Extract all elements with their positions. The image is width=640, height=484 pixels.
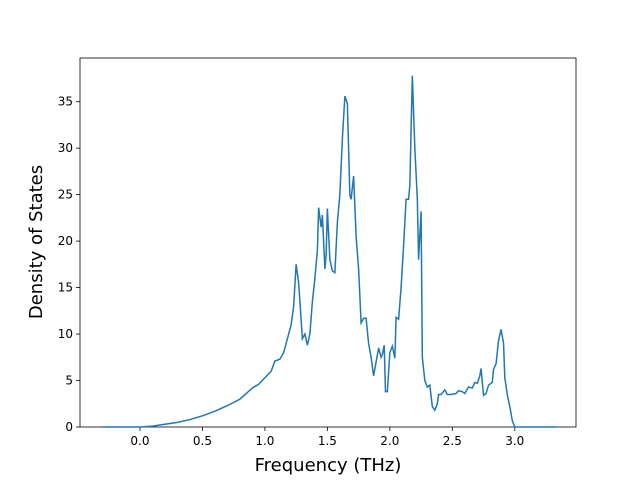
y-tick-label: 10 (58, 327, 73, 341)
x-tick-label: 2.0 (380, 434, 399, 448)
y-tick-label: 20 (58, 234, 73, 248)
y-tick-label: 25 (58, 188, 73, 202)
x-tick-label: 3.0 (505, 434, 524, 448)
plot-frame (79, 57, 577, 428)
y-tick-label: 30 (58, 141, 73, 155)
x-tick-label: 1.0 (255, 434, 274, 448)
y-tick-label: 35 (58, 95, 73, 109)
x-tick-label: 2.5 (443, 434, 462, 448)
data-line (102, 75, 557, 428)
y-tick-label: 0 (65, 420, 73, 434)
x-tick-label: 0.0 (130, 434, 149, 448)
y-axis-label: Density of States (26, 165, 47, 319)
y-tick-label: 5 (65, 374, 73, 388)
x-tick-label: 1.5 (318, 434, 337, 448)
x-axis-label: Frequency (THz) (255, 455, 402, 476)
y-tick-label: 15 (58, 281, 73, 295)
x-tick-label: 0.5 (193, 434, 212, 448)
